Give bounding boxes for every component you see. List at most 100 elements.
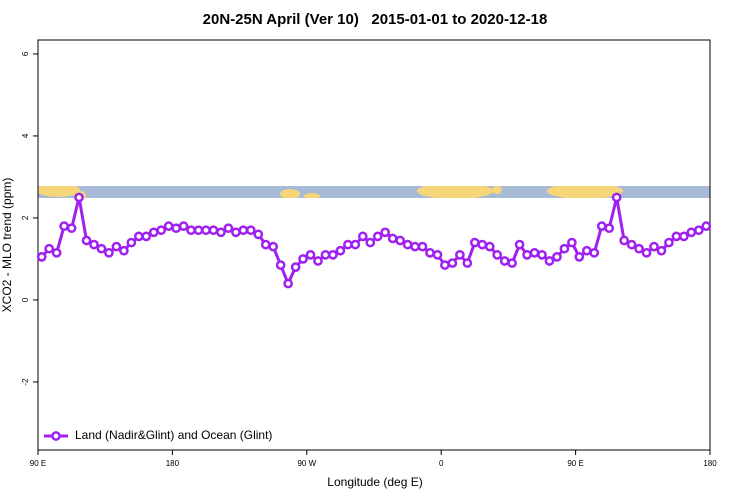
- x-tick-label: 90 E: [567, 459, 583, 468]
- point: [44, 243, 55, 254]
- point: [596, 221, 607, 231]
- point: [626, 239, 637, 250]
- point: [425, 247, 435, 258]
- point: [313, 256, 323, 266]
- point: [552, 252, 562, 262]
- point: [81, 235, 92, 246]
- point: [484, 241, 495, 252]
- x-tick-label: 180: [166, 459, 180, 468]
- point: [656, 245, 667, 256]
- point: [589, 247, 600, 258]
- x-axis-label: Longitude (deg E): [327, 475, 422, 489]
- point: [36, 252, 47, 262]
- point: [260, 239, 271, 250]
- x-tick-label: 180: [703, 459, 717, 468]
- point: [447, 258, 458, 268]
- point: [268, 241, 279, 252]
- plot-frame: [37, 39, 711, 451]
- y-tick-label: 2: [21, 215, 30, 220]
- point: [402, 239, 413, 250]
- point: [574, 252, 585, 262]
- point: [514, 239, 525, 250]
- point: [223, 223, 234, 234]
- point: [126, 237, 137, 248]
- point: [350, 239, 361, 250]
- point: [679, 231, 689, 242]
- point: [298, 254, 308, 264]
- point: [148, 227, 159, 238]
- point: [567, 237, 577, 248]
- point: [133, 231, 144, 242]
- point: [320, 249, 331, 260]
- point: [238, 225, 249, 236]
- map-strip: [38, 186, 710, 198]
- point: [649, 241, 659, 252]
- point: [537, 249, 547, 260]
- point: [462, 258, 473, 268]
- point: [440, 260, 450, 270]
- point: [664, 237, 674, 248]
- point: [634, 243, 644, 254]
- point: [432, 249, 443, 260]
- point: [186, 225, 196, 236]
- point: [193, 225, 204, 236]
- point: [410, 241, 420, 252]
- point: [357, 231, 368, 242]
- y-tick-label: 6: [21, 51, 30, 56]
- point: [290, 262, 301, 272]
- point: [245, 225, 256, 236]
- point: [163, 221, 174, 231]
- point: [387, 233, 398, 244]
- y-tick-label: 4: [21, 133, 30, 138]
- point: [343, 239, 353, 250]
- y-tick-label: -2: [21, 378, 30, 386]
- point: [66, 223, 77, 234]
- point: [89, 239, 99, 250]
- point: [507, 258, 517, 268]
- y-axis-label: XCO2 - MLO trend (ppm): [0, 178, 14, 313]
- point: [611, 192, 622, 203]
- point: [380, 227, 391, 238]
- point: [156, 225, 167, 236]
- point: [96, 243, 107, 254]
- point: [477, 239, 488, 250]
- point: [455, 249, 465, 260]
- point: [59, 221, 69, 231]
- point: [119, 245, 129, 256]
- point: [641, 247, 652, 258]
- point: [275, 260, 286, 270]
- legend-marker: [51, 431, 61, 441]
- point: [74, 192, 84, 203]
- point: [492, 249, 503, 260]
- point: [581, 245, 592, 256]
- point: [372, 231, 383, 242]
- point: [141, 231, 152, 242]
- x-tick-label: 0: [439, 459, 444, 468]
- point: [178, 221, 189, 231]
- point: [693, 225, 704, 236]
- point: [522, 249, 532, 260]
- point: [216, 227, 226, 238]
- x-tick-label: 90 E: [30, 459, 46, 468]
- point: [208, 225, 219, 236]
- point: [529, 247, 540, 258]
- point: [395, 235, 405, 246]
- legend-label: Land (Nadir&Glint) and Ocean (Glint): [75, 428, 272, 442]
- point: [559, 243, 570, 254]
- point: [104, 247, 114, 258]
- point: [51, 247, 62, 258]
- point: [671, 231, 682, 242]
- point: [417, 241, 428, 252]
- point: [365, 237, 376, 248]
- point: [111, 241, 122, 252]
- point: [499, 256, 510, 266]
- point: [701, 221, 712, 231]
- point: [305, 249, 316, 260]
- point: [619, 235, 629, 246]
- point: [544, 256, 555, 266]
- point: [469, 237, 480, 248]
- point: [283, 278, 293, 289]
- chart-title: 20N-25N April (Ver 10) 2015-01-01 to 202…: [203, 11, 548, 28]
- x-tick-label: 90 W: [297, 459, 316, 468]
